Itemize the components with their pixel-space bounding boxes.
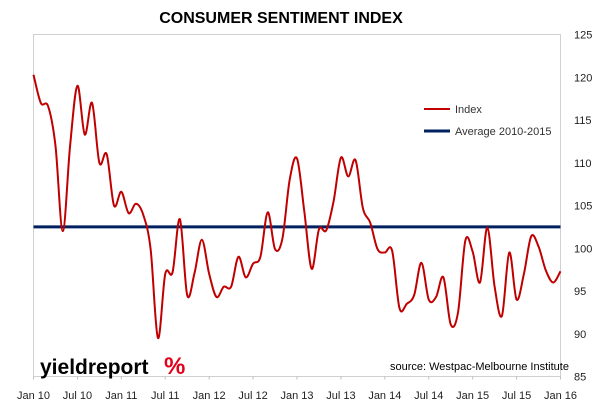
x-tick-label: Jan 13 [280, 390, 313, 402]
y-tick-label: 90 [574, 329, 586, 341]
legend: Index Average 2010-2015 [424, 104, 551, 138]
x-tick-label: Jan 12 [193, 390, 226, 402]
y-tick-label: 100 [574, 243, 592, 255]
y-tick-label: 115 [574, 115, 592, 127]
logo-text: yieldreport [40, 356, 149, 379]
y-tick-label: 95 [574, 286, 586, 298]
series-line-index [32, 74, 562, 340]
x-tick-label: Jul 15 [502, 390, 531, 402]
x-tick-label: Jan 16 [544, 390, 577, 402]
chart-title: CONSUMER SENTIMENT INDEX [159, 10, 403, 27]
y-tick-label: 105 [574, 201, 592, 213]
legend-label-average: Average 2010-2015 [455, 126, 551, 138]
legend-label-index: Index [455, 104, 482, 116]
x-tick-label: Jan 15 [456, 390, 489, 402]
x-tick-label: Jul 14 [414, 390, 443, 402]
x-tick-label: Jul 13 [326, 390, 355, 402]
series-layer [32, 74, 562, 340]
y-tick-label: 110 [574, 158, 592, 170]
x-tick-label: Jul 12 [238, 390, 267, 402]
plot-area-border [33, 34, 561, 377]
y-tick-label: 125 [574, 30, 592, 42]
y-axis: 85 90 95 100 105 110 115 120 125 [574, 30, 592, 384]
x-tick-label: Jul 11 [151, 390, 180, 402]
y-tick-label: 85 [574, 372, 586, 384]
logo-symbol: % [164, 353, 185, 380]
x-axis: Jan 10 Jul 10 Jan 11 Jul 11 Jan 12 Jul 12 Jan … [17, 376, 577, 402]
x-tick-label: Jan 11 [105, 390, 137, 402]
x-tick-label: Jan 14 [368, 390, 401, 402]
source-annotation: source: Westpac-Melbourne Institute [390, 361, 569, 373]
y-tick-label: 120 [574, 72, 592, 84]
x-tick-label: Jan 10 [17, 390, 50, 402]
x-tick-label: Jul 10 [63, 390, 92, 402]
logo: yieldreport % [40, 353, 185, 380]
